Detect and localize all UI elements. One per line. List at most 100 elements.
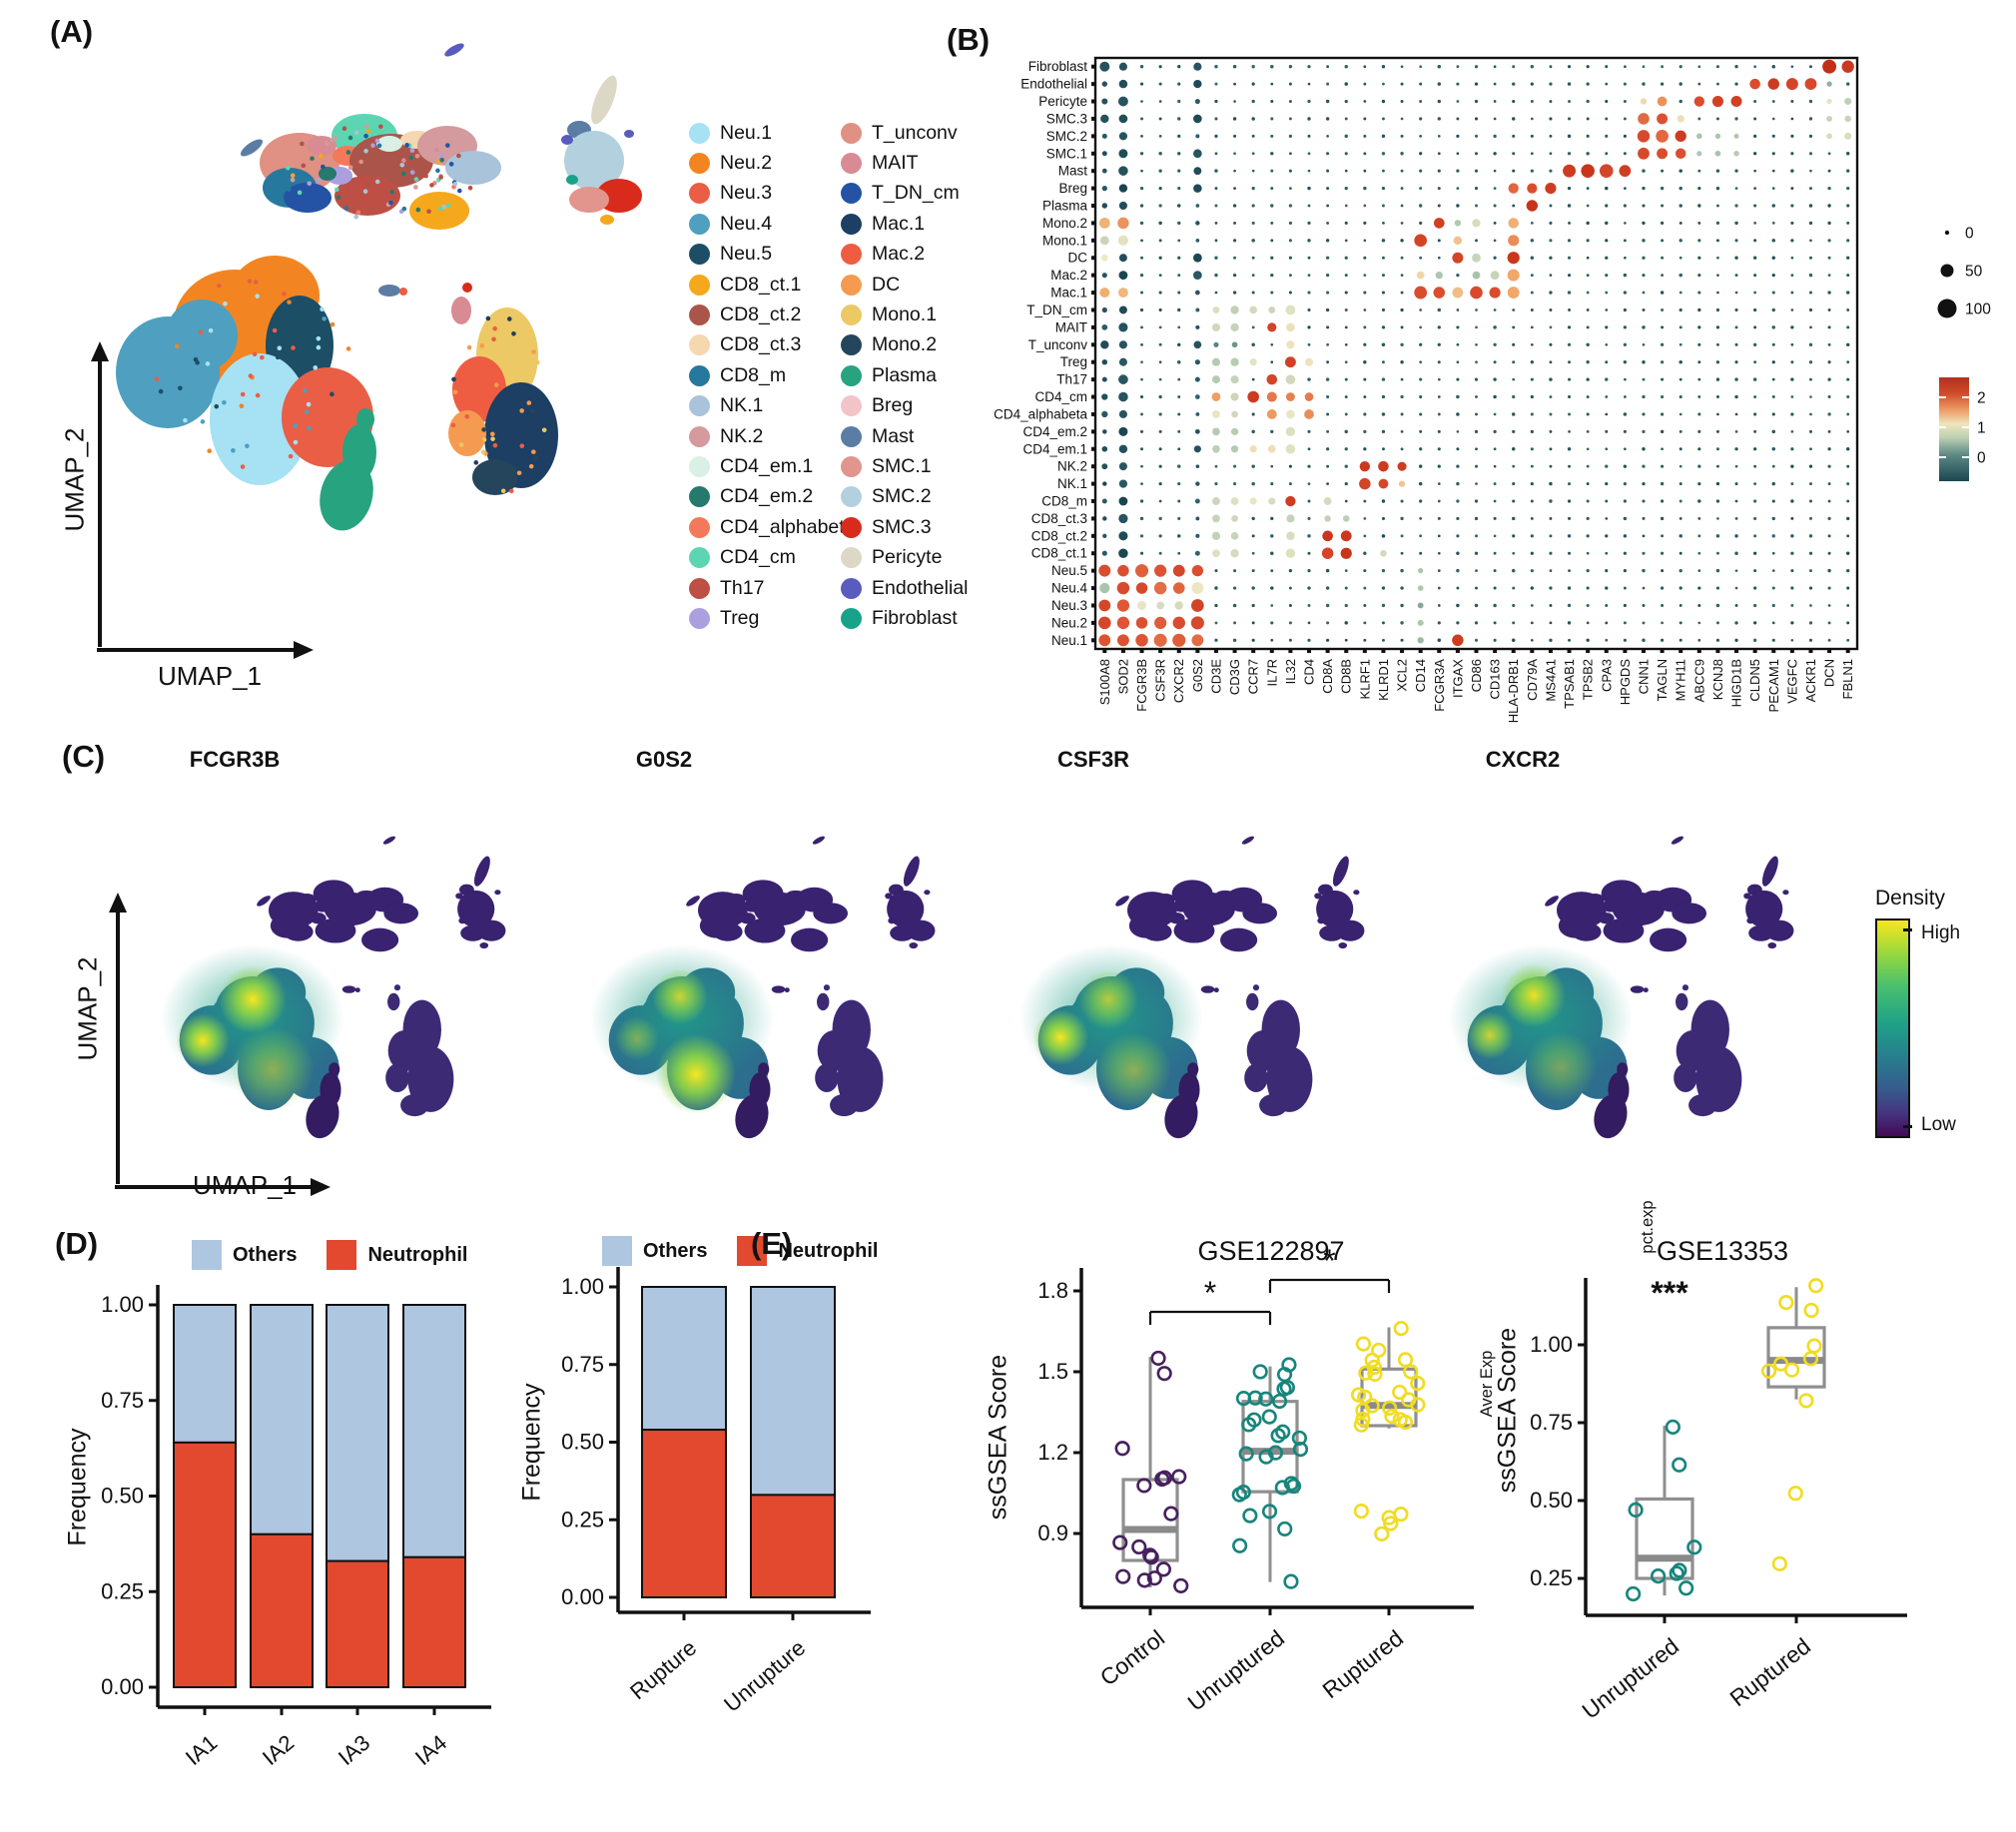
x-category-label: Unrupture — [719, 1635, 810, 1717]
dot — [1326, 291, 1330, 295]
dot — [1642, 291, 1646, 295]
dot — [1512, 534, 1516, 538]
dot — [1790, 117, 1794, 121]
dot — [1493, 638, 1497, 642]
umap-speckle — [347, 165, 353, 171]
umap-cluster — [335, 176, 400, 216]
dot — [1623, 534, 1628, 538]
dot — [1697, 256, 1701, 260]
dot — [1118, 479, 1128, 488]
dot — [1605, 152, 1609, 156]
dot — [1679, 499, 1682, 503]
dot — [1400, 325, 1404, 329]
dot — [1605, 117, 1609, 121]
dot — [1363, 239, 1367, 243]
legend-label: Neu.3 — [720, 182, 773, 205]
dot — [1586, 377, 1590, 381]
dotplot-row-label: Neu.1 — [1051, 633, 1087, 648]
umap-cluster — [624, 130, 634, 138]
dot — [1696, 133, 1702, 140]
x-category-label: IA1 — [181, 1730, 222, 1770]
y-tick-label: 0.25 — [101, 1578, 144, 1603]
dot — [1493, 239, 1497, 243]
y-tick-label: 1.2 — [1037, 1440, 1068, 1465]
dotplot-row-label: CD8_ct.2 — [1031, 528, 1087, 543]
dot — [1251, 291, 1255, 295]
gene-tick — [1752, 649, 1757, 653]
dot — [1233, 187, 1236, 190]
dot — [1846, 308, 1850, 311]
umap-cluster — [727, 893, 746, 907]
legend-label: T_DN_cm — [872, 182, 960, 205]
dot — [1326, 638, 1330, 642]
dot — [1493, 308, 1497, 311]
umap2-arrowhead — [91, 341, 109, 361]
umap-speckle — [282, 335, 288, 341]
dot — [1359, 460, 1371, 472]
data-point — [1146, 1570, 1162, 1586]
umap-speckle — [365, 181, 370, 187]
umap-speckle — [452, 389, 458, 395]
dot — [1808, 152, 1813, 156]
dot — [1753, 117, 1757, 121]
dot — [1214, 64, 1218, 69]
dot — [1098, 634, 1111, 647]
dot — [1734, 482, 1738, 486]
data-point — [1403, 1364, 1419, 1380]
dot — [1679, 99, 1682, 104]
dot — [1251, 204, 1255, 208]
umap-speckle — [504, 418, 509, 424]
data-point — [1383, 1516, 1399, 1531]
dot — [1734, 342, 1738, 346]
dot — [1325, 586, 1330, 590]
data-point — [1672, 1457, 1687, 1473]
dot — [1140, 100, 1143, 103]
dot — [1679, 239, 1682, 243]
umap2-axis-label: UMAP_2 — [72, 956, 103, 1061]
umap-cluster — [1745, 890, 1783, 928]
dot — [1752, 307, 1757, 312]
dot — [1771, 222, 1775, 225]
dot — [1490, 271, 1500, 281]
density-umap-fcgr3b — [161, 836, 506, 1139]
dot — [1605, 308, 1609, 311]
dot — [1251, 377, 1255, 381]
dot — [1116, 581, 1130, 595]
legend-swatch — [327, 1240, 357, 1270]
dot — [1286, 340, 1295, 349]
legend-label: Neu.1 — [720, 121, 773, 144]
dot — [1286, 322, 1295, 332]
dot — [1642, 377, 1646, 381]
umap-cluster — [1199, 893, 1216, 904]
dot — [1661, 603, 1665, 607]
dot — [1697, 429, 1701, 433]
dot — [1605, 551, 1609, 555]
dot — [1474, 65, 1479, 69]
dot — [1808, 291, 1813, 295]
dot — [1753, 360, 1757, 364]
dot — [1214, 239, 1218, 243]
dot — [1231, 515, 1238, 522]
dot — [1456, 204, 1460, 208]
significance-star: * — [1204, 1275, 1216, 1311]
dotplot-row-label: Plasma — [1042, 199, 1088, 214]
dot — [1288, 569, 1293, 573]
dot — [1326, 274, 1330, 278]
dot — [1195, 464, 1200, 469]
dotplot-row-label: Neu.3 — [1051, 598, 1087, 613]
dot — [1307, 82, 1311, 86]
dot — [1363, 134, 1367, 138]
dot — [1139, 256, 1144, 260]
dot — [1381, 307, 1386, 312]
umap2-arrowhead — [109, 893, 127, 913]
dot — [1270, 204, 1274, 208]
dotplot-gene-label: IL32 — [1283, 659, 1298, 684]
dot — [1307, 342, 1311, 346]
dot — [1251, 429, 1255, 434]
dot — [1586, 221, 1590, 226]
dotplot-row-label: SMC.2 — [1046, 129, 1087, 144]
dot — [1808, 429, 1812, 433]
legend-swatch — [841, 334, 862, 356]
pct-legend-dot — [1944, 230, 1950, 236]
dot — [1605, 499, 1609, 503]
